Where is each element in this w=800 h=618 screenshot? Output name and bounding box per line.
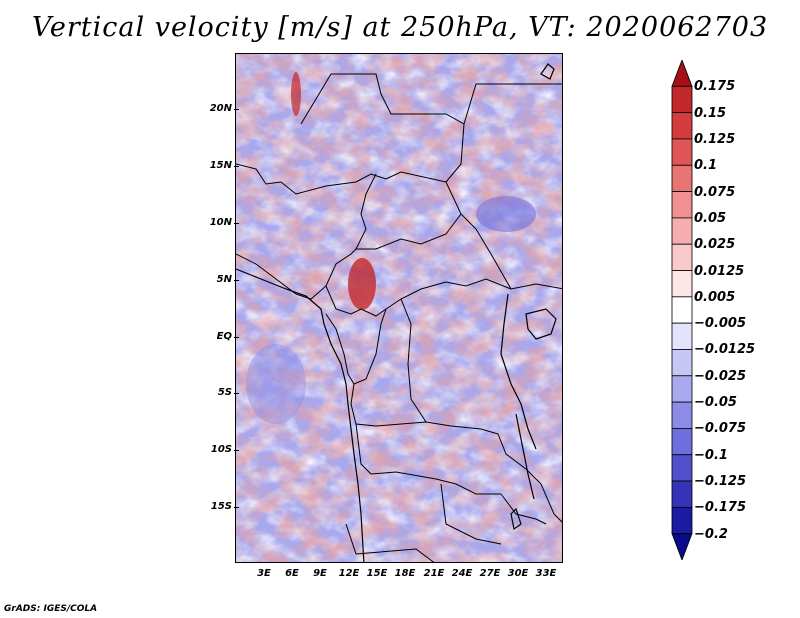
colorbar-label: −0.1	[694, 447, 728, 463]
lat-label-5s: 5S	[217, 387, 232, 398]
lat-tick	[234, 109, 239, 110]
lon-label-15e: 15E	[366, 568, 388, 579]
colorbar-cells	[671, 60, 693, 560]
colorbar-cap-top	[671, 60, 693, 87]
colorbar-label: 0.05	[694, 210, 727, 226]
updraft-streak-north	[291, 72, 301, 116]
downdraft-region-east	[476, 196, 536, 232]
colorbar-cell	[671, 217, 693, 245]
lat-label-15s: 15S	[210, 501, 232, 512]
colorbar-cell	[671, 401, 693, 429]
lon-label-21e: 21E	[423, 568, 445, 579]
colorbar-label: −0.005	[694, 316, 747, 332]
lon-label-6e: 6E	[285, 568, 299, 579]
map-plot-area	[235, 53, 563, 563]
colorbar-label: −0.175	[694, 500, 747, 516]
colorbar-label: 0.125	[694, 131, 736, 147]
colorbar-cell	[671, 270, 693, 298]
lat-tick	[234, 450, 239, 451]
colorbar-label: 0.025	[694, 237, 736, 253]
colorbar-label: −0.075	[694, 421, 747, 437]
lat-label-10s: 10S	[210, 444, 232, 455]
lat-tick	[234, 223, 239, 224]
colorbar-label: 0.175	[694, 79, 736, 95]
grads-credit: GrADS: IGES/COLA	[4, 604, 98, 614]
colorbar-label: 0.1	[694, 158, 718, 174]
colorbar-label: −0.05	[694, 395, 737, 411]
colorbar-cell	[671, 138, 693, 166]
lon-label-18e: 18E	[394, 568, 416, 579]
colorbar-cell	[671, 349, 693, 377]
lat-label-20n: 20N	[209, 103, 232, 114]
lat-tick	[234, 280, 239, 281]
lon-label-24e: 24E	[451, 568, 473, 579]
lon-label-30e: 30E	[507, 568, 529, 579]
lon-label-27e: 27E	[479, 568, 501, 579]
colorbar-cell	[671, 480, 693, 508]
colorbar-label: −0.025	[694, 368, 747, 384]
colorbar-label: 0.005	[694, 289, 736, 305]
country-borders	[236, 73, 562, 562]
colorbar-cell	[671, 164, 693, 192]
lat-label-15n: 15N	[209, 160, 232, 171]
colorbar-cell	[671, 506, 693, 535]
lat-label-eq: EQ	[216, 331, 232, 342]
colorbar-cell	[671, 428, 693, 456]
lat-tick	[234, 166, 239, 167]
coastline	[236, 63, 557, 562]
colorbar-cell	[671, 375, 693, 403]
lon-label-12e: 12E	[338, 568, 360, 579]
velocity-field-map	[236, 54, 562, 562]
colorbar-label: 0.075	[694, 184, 736, 200]
colorbar-label: −0.0125	[694, 342, 756, 358]
downdraft-region-ocean	[246, 344, 306, 424]
lon-label-3e: 3E	[257, 568, 271, 579]
colorbar-label: 0.15	[694, 105, 727, 121]
colorbar-cell	[671, 191, 693, 219]
colorbar-cell	[671, 243, 693, 271]
colorbar-cell	[671, 296, 693, 324]
lat-tick	[234, 507, 239, 508]
lat-tick	[234, 393, 239, 394]
colorbar-label: −0.125	[694, 474, 747, 490]
upward-motion-patches	[236, 54, 562, 562]
lat-tick	[234, 337, 239, 338]
strong-updraft-cell	[348, 258, 376, 310]
colorbar-cell	[671, 112, 693, 140]
lon-label-33e: 33E	[535, 568, 557, 579]
colorbar-label: −0.2	[694, 526, 728, 542]
colorbar	[671, 60, 693, 560]
colorbar-cell	[671, 85, 693, 114]
colorbar-cell	[671, 454, 693, 482]
colorbar-cap-bottom	[671, 533, 693, 560]
lat-label-10n: 10N	[209, 217, 232, 228]
lon-label-9e: 9E	[313, 568, 327, 579]
chart-title: Vertical velocity [m/s] at 250hPa, VT: 2…	[31, 12, 769, 43]
colorbar-cell	[671, 322, 693, 350]
lat-label-5n: 5N	[216, 274, 232, 285]
colorbar-label: 0.0125	[694, 263, 745, 279]
